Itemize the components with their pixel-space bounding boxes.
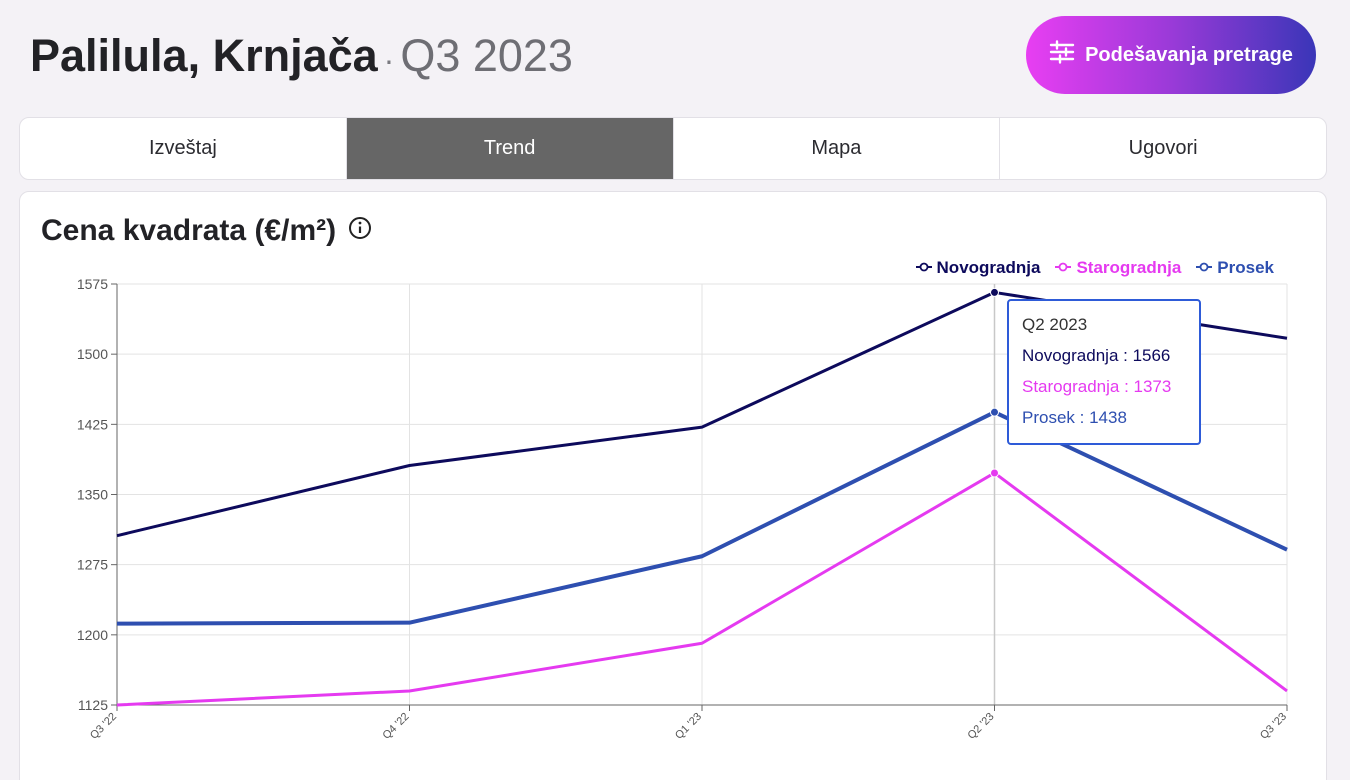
search-settings-button[interactable]: Podešavanja pretrage	[1026, 16, 1316, 94]
title-separator: ·	[383, 42, 395, 78]
y-tick-label: 1125	[78, 697, 108, 713]
page-header: Palilula, Krnjača · Q3 2023 Podešavanja …	[30, 16, 1316, 94]
tooltip-line-novogradnja: Novogradnja : 1566	[1022, 346, 1171, 365]
chart-title-text: Cena kvadrata (€/m²)	[41, 214, 337, 247]
legend-item-starogradnja[interactable]: Starogradnja	[1054, 258, 1181, 278]
price-trend-card: 1125 1200 1275 1350 1425 1500 1575 Q3 '22 Q4 '22…	[19, 191, 1327, 780]
search-settings-label: Podešavanja pretrage	[1085, 43, 1293, 66]
tab-map[interactable]: Mapa	[674, 118, 1001, 179]
tooltip-line-prosek: Prosek : 1438	[1022, 408, 1127, 427]
tab-label: Ugovori	[1128, 137, 1198, 159]
y-tick-label: 1425	[77, 416, 108, 432]
series-point-starogradnja	[990, 468, 999, 478]
x-tick-label: Q3 '23	[1258, 711, 1289, 742]
legend-line-icon	[1195, 258, 1213, 278]
legend-line-icon	[915, 258, 933, 278]
tab-trend[interactable]: Trend	[346, 118, 674, 179]
tooltip-line-starogradnja: Starogradnja : 1373	[1022, 377, 1172, 396]
info-circle-icon[interactable]	[348, 214, 372, 248]
chart-tooltip: Q2 2023 Novogradnja : 1566 Starogradnja …	[1007, 299, 1201, 445]
tooltip-title: Q2 2023	[1022, 315, 1088, 334]
page-title: Palilula, Krnjača · Q3 2023	[30, 30, 573, 82]
sliders-icon	[1049, 40, 1075, 70]
tab-bar: Izveštaj Trend Mapa Ugovori	[19, 117, 1327, 180]
tab-contracts[interactable]: Ugovori	[1000, 118, 1326, 179]
y-tick-label: 1200	[77, 627, 108, 643]
series-point-prosek	[990, 407, 999, 417]
legend-item-novogradnja[interactable]: Novogradnja	[915, 258, 1041, 278]
tab-label: Izveštaj	[148, 137, 217, 159]
y-tick-label: 1350	[77, 487, 108, 503]
legend-label: Prosek	[1217, 258, 1274, 277]
location-name: Palilula, Krnjača	[30, 30, 378, 81]
series-point-novogradnja	[990, 287, 999, 297]
x-tick-label: Q1 '23	[673, 711, 704, 742]
period-label: Q3 2023	[400, 30, 573, 81]
x-tick-label: Q3 '22	[88, 711, 119, 742]
chart-legend: Novogradnja Starogradnja Prosek	[915, 258, 1274, 278]
y-tick-label: 1275	[77, 557, 108, 573]
series-line-prosek	[116, 410, 1288, 626]
legend-label: Starogradnja	[1076, 258, 1182, 277]
tab-report[interactable]: Izveštaj	[20, 118, 347, 179]
y-tick-label: 1575	[77, 276, 108, 292]
x-tick-label: Q2 '23	[965, 711, 996, 742]
price-line-chart: 1125 1200 1275 1350 1425 1500 1575 Q3 '22 Q4 '22…	[77, 276, 1289, 742]
legend-line-icon	[1054, 258, 1072, 278]
y-tick-label: 1500	[77, 346, 108, 362]
tab-label: Mapa	[811, 137, 862, 159]
series-line-starogradnja	[116, 471, 1288, 707]
x-tick-label: Q4 '22	[380, 711, 411, 742]
legend-label: Novogradnja	[936, 258, 1041, 277]
tab-label: Trend	[483, 137, 536, 159]
chart-title: Cena kvadrata (€/m²)	[41, 214, 372, 248]
legend-item-prosek[interactable]: Prosek	[1195, 258, 1274, 278]
